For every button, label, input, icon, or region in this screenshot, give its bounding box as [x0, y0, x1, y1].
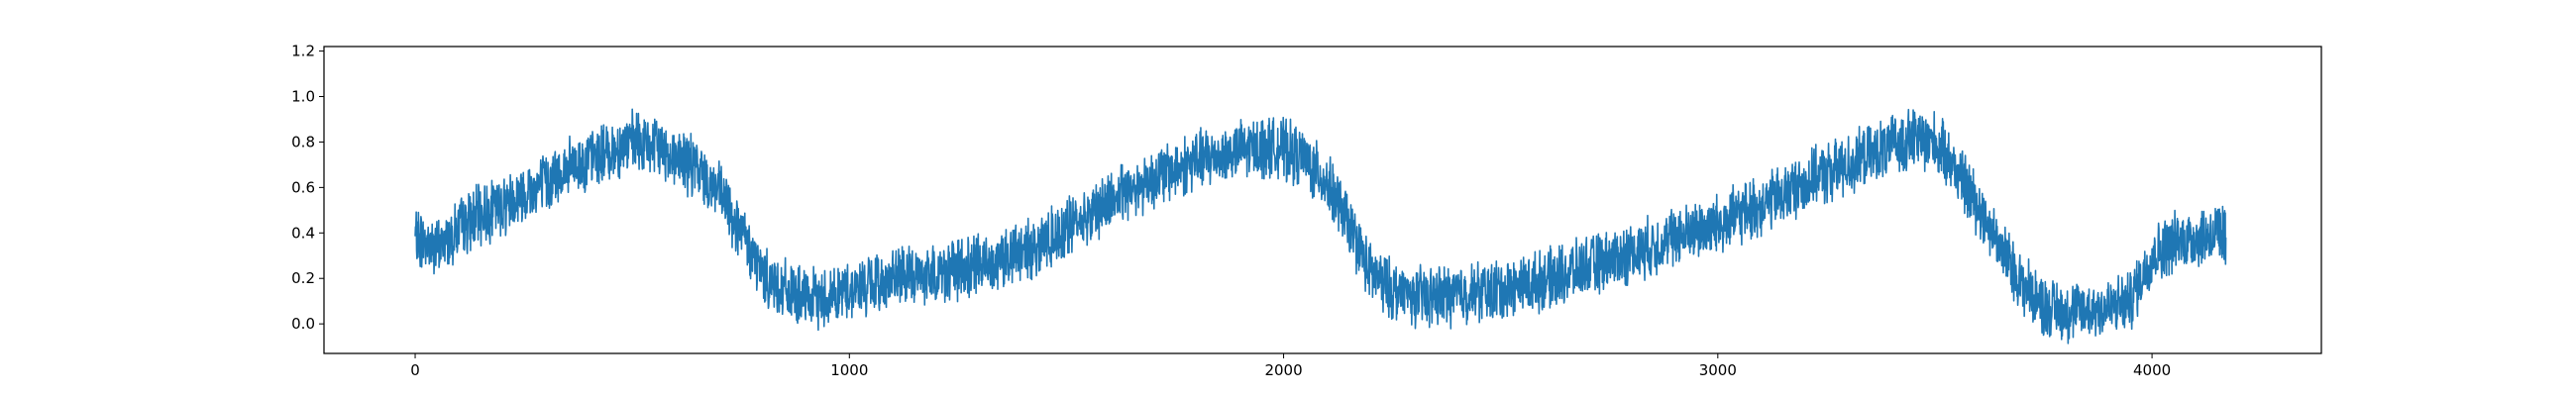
y-axis: 0.0 0.2 0.4 0.6 0.8 1.0 1.2 [291, 43, 324, 333]
y-tick-label: 1.0 [291, 88, 315, 106]
y-tick-label: 0.4 [291, 224, 315, 242]
axes-frame [323, 46, 2322, 354]
x-tick-label: 4000 [2133, 361, 2171, 379]
x-tick-label: 2000 [1264, 361, 1302, 379]
y-tick-label: 1.2 [291, 43, 315, 60]
series-line-0 [414, 108, 2227, 345]
y-tick-label: 0.2 [291, 269, 315, 287]
y-tick-label: 0.0 [291, 315, 315, 333]
x-tick-label: 1000 [830, 361, 868, 379]
x-tick-label: 0 [410, 361, 420, 379]
plot-area [414, 108, 2227, 345]
x-axis: 0 1000 2000 3000 4000 [410, 353, 2171, 379]
y-tick-label: 0.8 [291, 133, 315, 150]
y-tick-label: 0.6 [291, 178, 315, 196]
x-tick-label: 3000 [1699, 361, 1737, 379]
